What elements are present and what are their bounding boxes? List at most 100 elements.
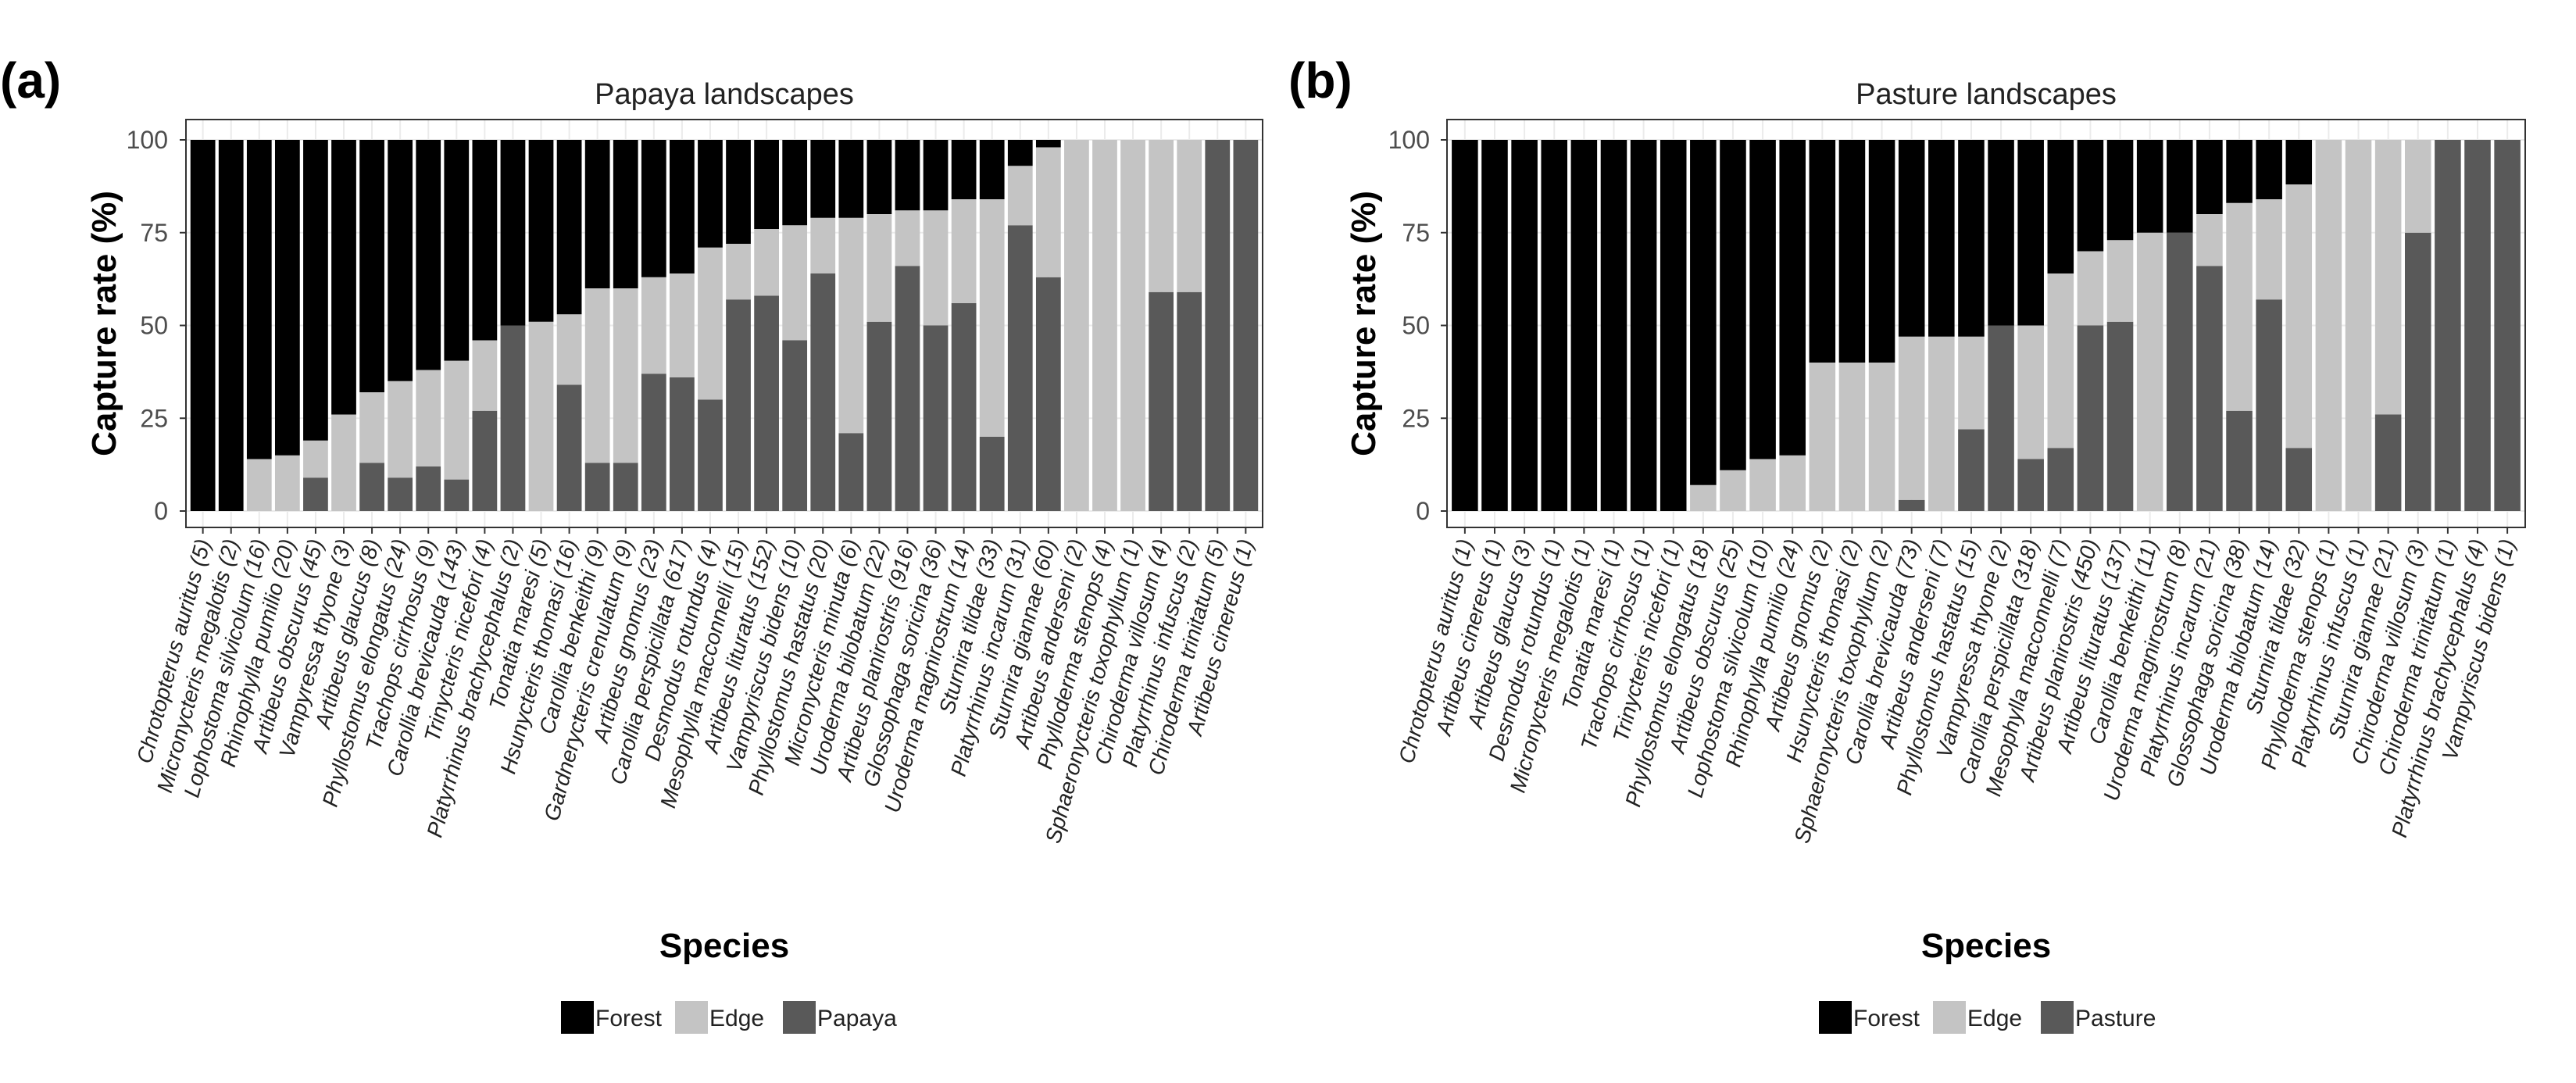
bar-papaya-segment <box>303 477 328 511</box>
bar-pasture-segment <box>1958 429 1985 511</box>
bar-edge-segment <box>246 459 272 511</box>
bar-papaya-segment <box>1007 225 1033 511</box>
bar-edge-segment <box>2315 140 2342 511</box>
x-axis-label: Species <box>1921 927 2051 965</box>
bar-forest-segment <box>2047 140 2074 273</box>
bar-forest-segment <box>895 140 920 211</box>
bar-edge-segment <box>895 210 920 266</box>
bar-forest-segment <box>670 140 695 273</box>
bar-forest-segment <box>1600 140 1627 511</box>
bar-forest-segment <box>979 140 1005 199</box>
bar-papaya-segment <box>584 463 610 511</box>
bar-edge-segment <box>1035 147 1061 277</box>
bar-edge-segment <box>1120 140 1145 511</box>
bar-forest-segment <box>1809 140 1836 363</box>
bar-forest-segment <box>1720 140 1746 470</box>
bar-forest-segment <box>246 140 272 459</box>
bar-edge-segment <box>726 244 751 300</box>
bar-papaya-segment <box>951 303 977 511</box>
bar-edge-segment <box>782 225 808 341</box>
y-tick-label: 25 <box>1402 404 1430 432</box>
bar-forest-segment <box>472 140 498 341</box>
bar-pasture-segment <box>2226 410 2253 511</box>
bar-forest-segment <box>866 140 892 214</box>
bar-papaya-segment <box>782 340 808 511</box>
bar-forest-segment <box>782 140 808 226</box>
bar-papaya-segment <box>500 325 526 511</box>
bar-papaya-segment <box>895 266 920 511</box>
bar-forest-segment <box>1779 140 1806 456</box>
bar-edge-segment <box>613 288 638 463</box>
bar-edge-segment <box>2345 140 2372 511</box>
bar-forest-segment <box>331 140 356 415</box>
bar-edge-segment <box>1958 336 1985 430</box>
bar-forest-segment <box>2226 140 2253 203</box>
legend-swatch-edge <box>675 1001 708 1034</box>
bar-edge-segment <box>1092 140 1117 511</box>
y-tick-label: 75 <box>140 219 168 247</box>
bar-edge-segment <box>331 414 356 511</box>
bar-edge-segment <box>838 217 864 434</box>
legend-label-edge: Edge <box>1967 1006 2022 1031</box>
bar-edge-segment <box>1898 336 1925 500</box>
bar-forest-segment <box>303 140 328 441</box>
bar-forest-segment <box>1690 140 1717 485</box>
bar-pasture-segment <box>2285 448 2313 511</box>
bar-edge-segment <box>444 360 470 480</box>
plot-border <box>185 119 1263 528</box>
bar-pasture-segment <box>2435 140 2461 511</box>
bar-forest-segment <box>2077 140 2104 252</box>
bar-papaya-segment <box>556 384 582 511</box>
bar-forest-segment <box>528 140 554 322</box>
bar-forest-segment <box>584 140 610 288</box>
legend-label-edge: Edge <box>709 1006 764 1031</box>
bar-forest-segment <box>1988 140 2014 326</box>
bar-forest-segment <box>698 140 723 248</box>
x-axis-label: Species <box>659 927 789 965</box>
bar-forest-segment <box>1035 140 1061 148</box>
bar-pasture-segment <box>2047 448 2074 511</box>
bar-papaya-segment <box>1177 291 1202 511</box>
bar-pasture-segment <box>2464 140 2491 511</box>
bar-forest-segment <box>1838 140 1866 363</box>
bar-papaya-segment <box>979 437 1005 511</box>
bar-edge-segment <box>2256 199 2282 300</box>
legend-swatch-forest <box>1819 1001 1852 1034</box>
bar-forest-segment <box>1749 140 1776 459</box>
bar-pasture-segment <box>1988 325 2014 511</box>
y-tick-label: 100 <box>127 126 168 154</box>
legend-swatch-pasture <box>2041 1001 2074 1034</box>
y-tick-label: 0 <box>154 497 168 525</box>
bar-forest-segment <box>810 140 836 218</box>
bar-forest-segment <box>1481 140 1508 511</box>
bar-edge-segment <box>359 392 384 463</box>
bar-edge-segment <box>472 340 498 411</box>
y-tick-label: 50 <box>1402 312 1430 340</box>
bar-forest-segment <box>1630 140 1657 511</box>
y-tick-label: 75 <box>1402 219 1430 247</box>
bar-papaya-segment <box>444 479 470 511</box>
bar-forest-segment <box>2017 140 2044 326</box>
bar-edge-segment <box>1720 470 1746 511</box>
panel-a: (a) Papaya landscapes0255075100Chrotopter… <box>0 52 1263 1034</box>
bar-edge-segment <box>2404 140 2431 233</box>
bar-edge-segment <box>951 199 977 303</box>
bar-edge-segment <box>1928 336 1955 511</box>
bar-edge-segment <box>416 370 441 466</box>
bar-forest-segment <box>2196 140 2223 214</box>
bar-edge-segment <box>1779 455 1806 511</box>
y-tick-label: 50 <box>140 312 168 340</box>
bar-forest-segment <box>500 140 526 326</box>
bar-edge-segment <box>2136 232 2163 511</box>
bar-edge-segment <box>923 210 949 326</box>
bar-pasture-segment <box>1898 499 1925 511</box>
bar-papaya-segment <box>838 433 864 511</box>
bar-papaya-segment <box>923 325 949 511</box>
bar-forest-segment <box>726 140 751 244</box>
bar-edge-segment <box>1809 363 1836 511</box>
bar-forest-segment <box>1570 140 1598 511</box>
bar-edge-segment <box>1690 484 1717 511</box>
legend-label-papaya: Papaya <box>817 1006 897 1031</box>
bar-edge-segment <box>2047 273 2074 449</box>
